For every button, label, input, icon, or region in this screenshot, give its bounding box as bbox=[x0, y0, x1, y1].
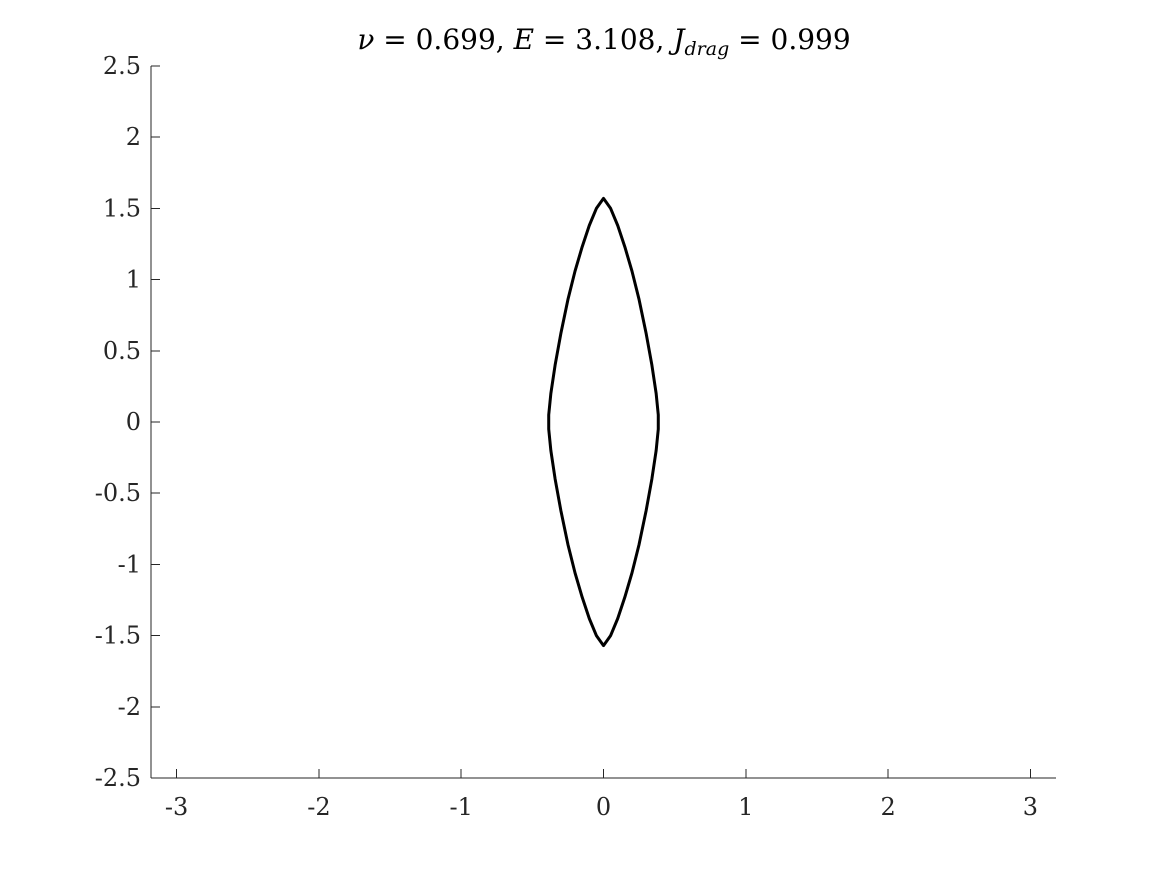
y-tick-label: 2 bbox=[126, 123, 141, 151]
x-tick-label: 2 bbox=[880, 793, 895, 821]
axes: -3 -2 -1 0 1 2 3 -2.5 -2 -1.5 -1 -0.5 0 0.5 1 1.5 2 2.5 bbox=[95, 52, 1056, 821]
title-j-value: = 0.999 bbox=[729, 23, 850, 56]
y-tick-label: 0.5 bbox=[103, 337, 141, 365]
y-tick-label: 2.5 bbox=[103, 52, 141, 80]
y-tick-label: 1 bbox=[126, 266, 141, 294]
y-tick-label: -1 bbox=[118, 550, 141, 578]
y-tick-label: 0 bbox=[126, 408, 141, 436]
y-tick-label: -2 bbox=[118, 693, 141, 721]
y-tick-label: -1.5 bbox=[95, 622, 141, 650]
title-nu-value: = 0.699, bbox=[374, 23, 513, 56]
x-tick-label: -2 bbox=[307, 793, 330, 821]
x-tick-label: 0 bbox=[596, 793, 611, 821]
x-tick-label: -1 bbox=[450, 793, 473, 821]
x-tick-label: 1 bbox=[738, 793, 753, 821]
y-tick-label: -2.5 bbox=[95, 764, 141, 792]
x-tick-label: -3 bbox=[165, 793, 188, 821]
series-line bbox=[547, 196, 660, 648]
y-tick-label: 1.5 bbox=[103, 194, 141, 222]
title-nu-symbol: ν bbox=[357, 23, 374, 56]
title-e-value: = 3.108, bbox=[534, 23, 673, 56]
title-e-symbol: E bbox=[513, 23, 534, 56]
title-j-subscript: drag bbox=[685, 38, 730, 60]
title-j-symbol: J bbox=[668, 23, 686, 56]
series-layer bbox=[547, 196, 660, 648]
x-tick-label: 3 bbox=[1023, 793, 1038, 821]
y-tick-label: -0.5 bbox=[95, 479, 141, 507]
chart-title: ν = 0.699, E = 3.108, Jdrag = 0.999 bbox=[357, 23, 850, 60]
